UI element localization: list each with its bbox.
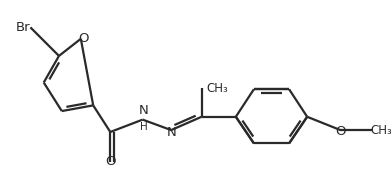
Text: CH₃: CH₃ [206, 82, 228, 95]
Text: Br: Br [16, 21, 30, 34]
Text: N: N [139, 104, 149, 117]
Text: N: N [167, 126, 177, 140]
Text: O: O [105, 155, 116, 168]
Text: CH₃: CH₃ [371, 124, 392, 137]
Text: O: O [335, 126, 346, 139]
Text: O: O [78, 32, 89, 45]
Text: H: H [140, 122, 147, 132]
